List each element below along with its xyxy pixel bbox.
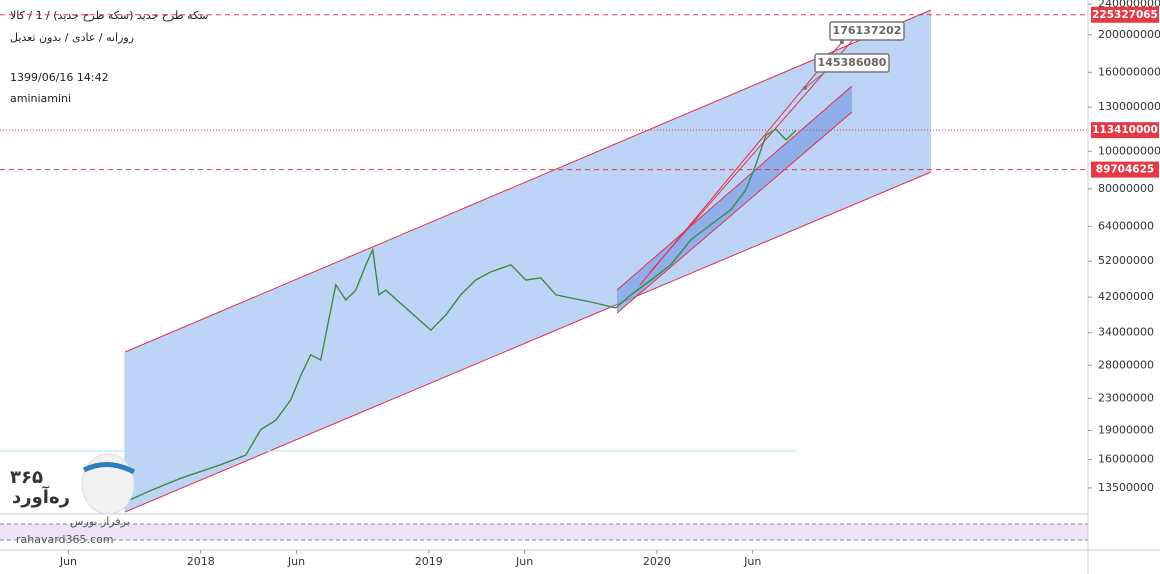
- logo-mark: [82, 462, 136, 475]
- price-label: 113410000: [1092, 124, 1158, 136]
- channel-line: [124, 171, 932, 513]
- callout-point: [803, 86, 807, 90]
- callout-box: [814, 53, 890, 73]
- timestamp: 1399/06/16 14:42: [10, 71, 109, 84]
- y-tick-label: 13500000: [1098, 481, 1154, 494]
- x-tick-label: Jun: [515, 555, 533, 568]
- x-tick-label: 2020: [643, 555, 671, 568]
- y-tick-label: 42000000: [1098, 290, 1154, 303]
- y-tick-label: 64000000: [1098, 219, 1154, 232]
- callout-pointer: [804, 71, 826, 89]
- author: aminiamini: [10, 92, 71, 105]
- y-tick-label: 28000000: [1098, 358, 1154, 371]
- x-tick-label: Jun: [59, 555, 77, 568]
- y-tick-label: 19000000: [1098, 423, 1154, 436]
- x-tick-label: 2018: [187, 555, 215, 568]
- x-tick-label: 2019: [415, 555, 443, 568]
- price-label: 89704625: [1096, 164, 1154, 176]
- channel-line: [124, 9, 932, 353]
- callout-box: [829, 21, 905, 41]
- small-channel: [617, 86, 852, 313]
- watermark-brand: ره‌آورد: [12, 485, 70, 508]
- watermark-site: rahavard365.com: [16, 533, 114, 546]
- price-label-box: [1091, 122, 1159, 139]
- price-label-box: [1091, 6, 1159, 23]
- x-tick-label: Jun: [287, 555, 305, 568]
- watermark-tagline: برفراز بورس: [70, 515, 130, 528]
- x-tick-label: Jun: [743, 555, 761, 568]
- y-tick-label: 16000000: [1098, 452, 1154, 465]
- subtitle: روزانه / عادی / بدون تعدیل: [10, 31, 134, 44]
- callout-label: 145386080: [818, 56, 887, 69]
- price-line: [130, 128, 797, 501]
- title: سکه طرح جدید (سکه طرح جدید) / 1 / کالا: [10, 9, 208, 22]
- price-label: 225327065: [1092, 9, 1158, 21]
- watermark-number: ۳۶۵: [10, 467, 43, 488]
- y-tick-label: 160000000: [1098, 65, 1160, 78]
- y-tick-label: 52000000: [1098, 254, 1154, 267]
- y-tick-label: 23000000: [1098, 391, 1154, 404]
- channel-line: [616, 85, 853, 291]
- y-tick-label: 200000000: [1098, 28, 1160, 41]
- callout-label: 176137202: [833, 24, 902, 37]
- channel: [125, 10, 931, 512]
- price-label-box: [1091, 161, 1159, 178]
- y-tick-label: 34000000: [1098, 326, 1154, 339]
- y-tick-label: 80000000: [1098, 182, 1154, 195]
- y-tick-label: 130000000: [1098, 100, 1160, 113]
- callout-point: [840, 40, 844, 44]
- y-tick-label: 100000000: [1098, 144, 1160, 157]
- y-tick-label: 240000000: [1098, 0, 1160, 10]
- channel-line: [616, 111, 853, 314]
- rsi-band: [0, 524, 1088, 540]
